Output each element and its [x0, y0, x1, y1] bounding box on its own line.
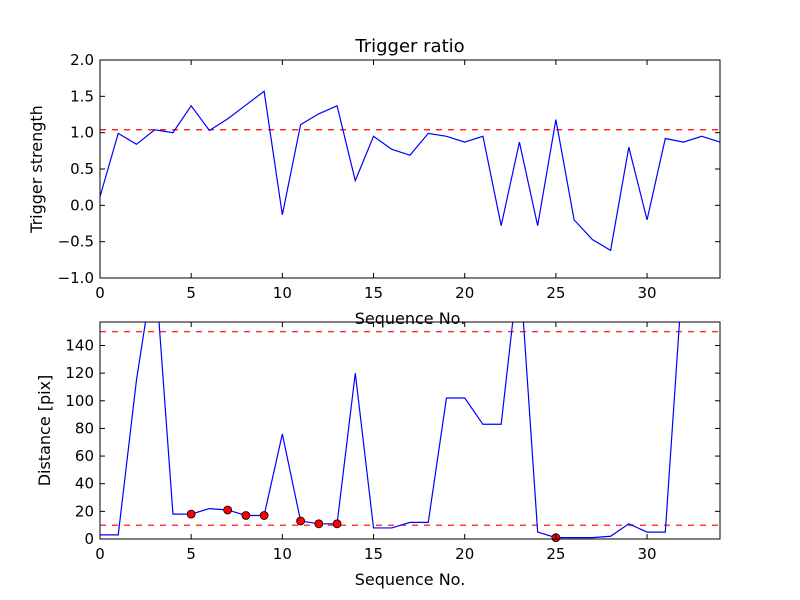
x-tick-label: 25: [546, 545, 565, 563]
y-tick-label: 2.0: [70, 51, 94, 69]
x-tick-label: 10: [273, 284, 292, 302]
x-axis-label: Sequence No.: [355, 570, 466, 589]
data-point-marker: [223, 505, 233, 515]
plot-frame: [99, 321, 721, 540]
x-tick-label: 5: [186, 284, 196, 302]
y-tick-label: 20: [75, 502, 94, 520]
y-tick-label: 1.0: [70, 124, 94, 142]
data-point-marker: [259, 511, 269, 520]
data-point-marker: [296, 516, 305, 526]
x-tick-label: 25: [546, 284, 565, 302]
y-tick-label: −0.5: [58, 233, 94, 251]
series-line: [100, 90, 720, 252]
y-tick-label: 1.5: [70, 87, 94, 105]
x-tick-label: 10: [273, 545, 292, 563]
x-tick-label: 20: [455, 545, 474, 563]
y-tick-label: 0.5: [70, 160, 94, 178]
data-point-marker: [186, 509, 196, 519]
y-axis-label: Distance [pix]: [35, 375, 54, 487]
x-tick-label: 5: [186, 545, 196, 563]
x-tick-label: 30: [638, 545, 657, 563]
x-tick-label: 20: [455, 284, 474, 302]
data-point-marker: [332, 519, 342, 529]
y-tick-label: 120: [65, 364, 94, 382]
y-tick-label: 80: [75, 419, 94, 437]
x-tick-label: 30: [638, 284, 657, 302]
x-tick-label: 15: [364, 284, 383, 302]
distance-chart: Distance [pix] 0 5 10 15 20 25 30 0 20 40 60 80 100 1…: [35, 321, 721, 589]
y-tick-label: 0.0: [70, 196, 94, 214]
data-point-marker: [314, 519, 324, 529]
data-point-marker: [241, 511, 251, 520]
y-tick-label: −1.0: [58, 269, 94, 287]
y-tick-label: 100: [65, 392, 94, 410]
x-tick-label: 0: [95, 545, 105, 563]
y-axis-label: Trigger strength: [27, 105, 46, 234]
x-axis-label: Sequence No.: [355, 309, 466, 328]
y-tick-label: 0: [84, 530, 94, 548]
trigger-ratio-chart: Trigger ratio Trigger strength 0 5 10 15 20 2…: [27, 36, 721, 328]
x-tick-label: 15: [364, 545, 383, 563]
plot-frame: [99, 59, 721, 279]
x-tick-label: 0: [95, 284, 105, 302]
y-tick-label: 140: [65, 336, 94, 354]
y-tick-label: 40: [75, 475, 94, 493]
y-tick-label: 60: [75, 447, 94, 465]
chart-title: Trigger ratio: [354, 36, 464, 57]
series-line: [100, 322, 681, 539]
